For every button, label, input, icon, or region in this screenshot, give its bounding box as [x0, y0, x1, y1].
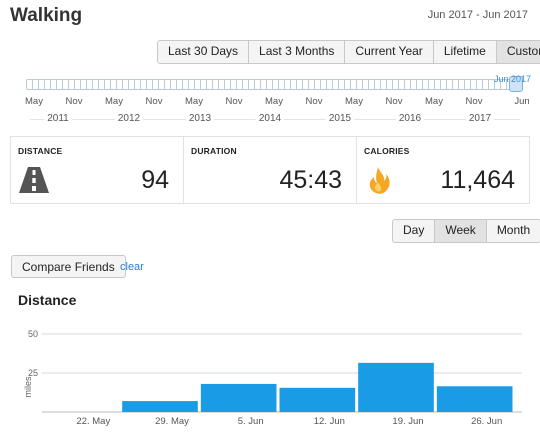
period-button-group: Day Week Month: [392, 219, 540, 243]
timeline-month-label: May: [185, 96, 203, 107]
flame-icon: [369, 167, 390, 194]
timeline-year-label: 2015: [325, 113, 355, 124]
x-tick-label: 26. Jun: [471, 416, 502, 427]
chart-bar: [358, 362, 434, 412]
timeline-month-label: Nov: [465, 96, 483, 107]
slider-handle-label: Jun 2017: [494, 74, 532, 84]
x-tick-label: 19. Jun: [392, 416, 423, 427]
timeline-month-label: May: [25, 96, 43, 107]
timeline-month-label: Jun: [514, 96, 530, 107]
timeline-year-label: 2016: [395, 113, 425, 124]
distance-label: DISTANCE: [18, 146, 63, 156]
timeline-month-label: May: [265, 96, 283, 107]
range-button-group: Last 30 Days Last 3 Months Current Year …: [157, 40, 540, 64]
calories-value: 11,464: [440, 166, 515, 194]
timeline-month-label: Nov: [225, 96, 243, 107]
timeline-years: 2011 2012 2013 2014 2015 2016 2017: [0, 113, 540, 125]
last-3-months-button[interactable]: Last 3 Months: [249, 41, 346, 63]
y-axis-label: miles: [23, 376, 33, 398]
duration-label: DURATION: [191, 146, 237, 156]
week-button[interactable]: Week: [435, 220, 487, 242]
y-tick-label: 50: [28, 329, 38, 339]
timeline-month-label: Nov: [145, 96, 163, 107]
calories-stat: CALORIES 11,464: [357, 137, 529, 203]
calories-label: CALORIES: [364, 146, 410, 156]
lifetime-button[interactable]: Lifetime: [433, 41, 497, 63]
chart-bar: [122, 401, 198, 412]
distance-value: 94: [141, 166, 169, 194]
x-tick-label: 22. May: [76, 416, 110, 427]
x-tick-label: 12. Jun: [314, 416, 345, 427]
timeline-year-label: 2017: [465, 113, 495, 124]
distance-chart: 25 50 miles 22. May 29. May 5. Jun 12. Jun 19. …: [23, 329, 522, 427]
timeline-months: May Nov May Nov May Nov May Nov May Nov …: [0, 96, 540, 108]
stats-panel: DISTANCE 94 DURATION 45:43 CALORIES 11,4…: [10, 136, 530, 204]
timeline-year-label: 2013: [185, 113, 215, 124]
timeline-month-label: May: [345, 96, 363, 107]
clear-link[interactable]: clear: [120, 261, 144, 273]
timeline-year-label: 2011: [44, 113, 72, 124]
last-30-days-button[interactable]: Last 30 Days: [158, 41, 250, 63]
duration-stat: DURATION 45:43: [184, 137, 357, 203]
timeline-month-label: Nov: [65, 96, 83, 107]
timeline-year-label: 2012: [114, 113, 144, 124]
compare-friends-button[interactable]: Compare Friends: [11, 255, 126, 278]
y-tick-label: 25: [28, 368, 38, 378]
distance-stat: DISTANCE 94: [11, 137, 184, 203]
timeline-month-label: May: [105, 96, 123, 107]
x-tick-label: 5. Jun: [238, 416, 264, 427]
road-icon: [19, 167, 49, 193]
custom-button[interactable]: Custom: [496, 41, 540, 63]
timeline-slider-handle[interactable]: [509, 76, 523, 92]
chart-bar: [200, 383, 277, 412]
duration-value: 45:43: [279, 166, 342, 194]
chart-bar: [436, 386, 513, 412]
distance-section-title: Distance: [18, 292, 77, 308]
timeline-slider-track[interactable]: [26, 79, 520, 90]
day-button[interactable]: Day: [393, 220, 436, 242]
timeline-month-label: Nov: [305, 96, 323, 107]
timeline-month-label: Nov: [385, 96, 403, 107]
month-button[interactable]: Month: [486, 220, 540, 242]
current-year-button[interactable]: Current Year: [345, 41, 434, 63]
page-title: Walking: [10, 5, 83, 26]
chart-bar: [279, 387, 356, 412]
x-tick-label: 29. May: [155, 416, 189, 427]
timeline-year-label: 2014: [255, 113, 285, 124]
timeline-month-label: May: [425, 96, 443, 107]
date-range-label: Jun 2017 - Jun 2017: [427, 9, 528, 21]
